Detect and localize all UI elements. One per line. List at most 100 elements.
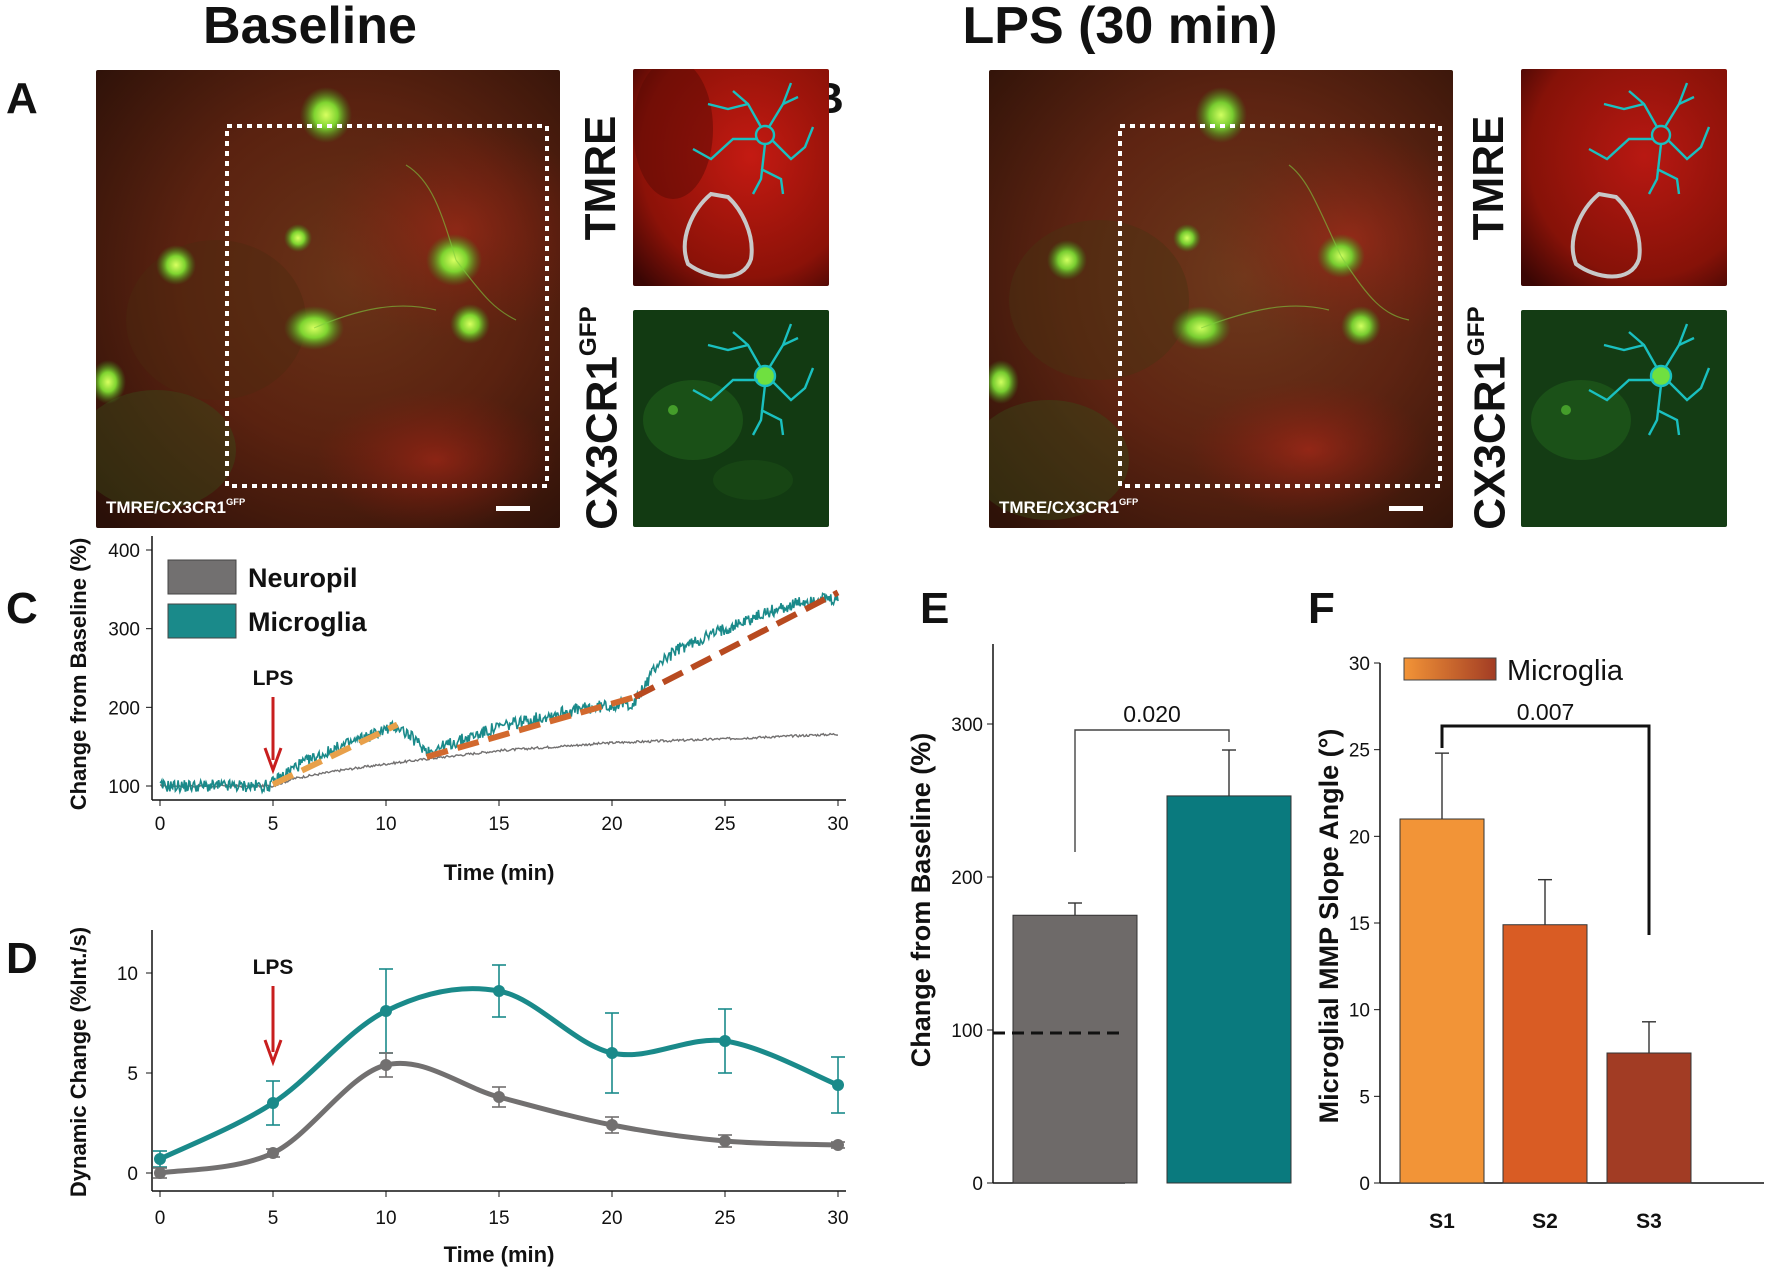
chart-c-xtick-label: 10	[375, 814, 396, 835]
heading-lps: LPS (30 min)	[962, 0, 1278, 55]
chart-d-point-neuropil	[606, 1119, 618, 1131]
panel-label-f: F	[1308, 584, 1335, 633]
inset-tmre-lps	[1521, 69, 1727, 286]
panel-label-a: A	[6, 74, 38, 123]
chart-f-bar-s2	[1502, 924, 1588, 1184]
chart-f-ytick-label: 25	[1349, 741, 1370, 762]
caption-main: TMRE/CX3CR1	[999, 498, 1119, 517]
chart-c-ytick-label: 200	[108, 698, 140, 719]
chart-f-significance-bracket	[1440, 724, 1651, 935]
chart-d-point-microglia	[267, 1097, 279, 1109]
caption-main: TMRE/CX3CR1	[106, 498, 226, 517]
chart-c-lps-arrow-head	[263, 747, 283, 775]
heading-baseline: Baseline	[203, 0, 417, 55]
chart-f-y-label: Microglial MMP Slope Angle (°)	[1314, 729, 1344, 1124]
chart-e-y-label: Change from Baseline (%)	[906, 733, 936, 1068]
chart-c-trend-slope-1	[271, 721, 399, 788]
chart-c-series-microglia	[159, 592, 839, 795]
chart-c-ytick-label: 400	[108, 541, 140, 562]
panel-label-c: C	[6, 584, 38, 633]
chart-f-category-label: S2	[1532, 1210, 1558, 1233]
chart-d-point-neuropil	[832, 1139, 844, 1151]
chart-d-xtick-label: 15	[488, 1208, 509, 1229]
chart-c-legend-label-microglia: Microglia	[248, 607, 368, 637]
chart-f-ytick-label: 5	[1359, 1087, 1370, 1108]
chart-e-bar-neuropil	[1012, 914, 1138, 1184]
chart-c-trend-slope-2	[425, 694, 636, 760]
chart-d-point-microglia	[719, 1035, 731, 1047]
chart-c-xtick-label: 30	[827, 814, 848, 835]
chart-d-lps-label: LPS	[253, 956, 294, 979]
micrograph-lps: TMRE/CX3CR1GFP	[989, 70, 1453, 528]
chart-e-ytick-label: 300	[951, 715, 983, 736]
chart-d-ytick-label: 5	[127, 1064, 138, 1085]
chart-c-xtick-label: 25	[714, 814, 735, 835]
chart-c-legend-swatch-microglia	[167, 603, 237, 639]
chart-c-xtick-label: 15	[488, 814, 509, 835]
chart-f-bar-s1	[1399, 818, 1485, 1184]
chart-d-point-microglia	[154, 1153, 166, 1165]
chart-d-point-microglia	[606, 1047, 618, 1059]
chart-d-point-neuropil	[154, 1167, 166, 1179]
chart-c-lps-label: LPS	[253, 667, 294, 690]
chart-d-point-neuropil	[380, 1059, 392, 1071]
chart-c-xtick-label: 5	[268, 814, 279, 835]
caption-sup: GFP	[225, 497, 246, 508]
chart-d-series-neuropil	[159, 1060, 839, 1176]
chart-c-series-neuropil	[159, 732, 839, 789]
chart-d-xtick-label: 30	[827, 1208, 848, 1229]
micrograph-lps-caption: TMRE/CX3CR1GFP	[999, 497, 1138, 518]
chart-c-ytick-label: 300	[108, 620, 140, 641]
chart-f-category-label: S3	[1636, 1210, 1662, 1233]
micrograph-lps-image	[989, 70, 1453, 528]
caption-sup: GFP	[1118, 497, 1139, 508]
chart-d-ytick-label: 0	[127, 1164, 138, 1185]
chart-e-significance-label: 0.020	[1123, 701, 1181, 727]
chart-f-ytick-label: 20	[1349, 827, 1370, 848]
chart-d-point-microglia	[832, 1079, 844, 1091]
chart-d-point-microglia	[493, 985, 505, 997]
chart-c-legend-label-neuropil: Neuropil	[248, 563, 358, 593]
chart-f-legend-label: Microglia	[1507, 655, 1624, 687]
chart-f-ytick-label: 30	[1349, 654, 1370, 675]
micrograph-baseline-image	[96, 70, 560, 528]
chart-d-point-neuropil	[719, 1135, 731, 1147]
chart-d-ytick-label: 10	[117, 964, 138, 985]
chart-f-bar-s3	[1606, 1052, 1692, 1184]
chart-e-significance-bracket	[1074, 729, 1230, 852]
panel-label-e: E	[920, 584, 950, 633]
chart-c-y-label: Change from Baseline (%)	[66, 538, 91, 811]
chart-d-xtick-label: 5	[268, 1208, 279, 1229]
chart-c-x-label: Time (min)	[444, 860, 555, 885]
chart-d-y-label: Dynamic Change (%Int./s)	[66, 927, 91, 1197]
chart-c-trend-slope-3	[633, 589, 840, 700]
chart-e-ytick-label: 0	[972, 1174, 983, 1195]
chart-d-xtick-label: 0	[155, 1208, 166, 1229]
chart-f-ytick-label: 10	[1349, 1001, 1370, 1022]
chart-f-category-label: S1	[1429, 1210, 1455, 1233]
chart-d-x-label: Time (min)	[444, 1242, 555, 1267]
panel-label-d: D	[6, 934, 38, 983]
chart-c-legend-swatch-neuropil	[167, 559, 237, 595]
chart-c-xtick-label: 20	[601, 814, 622, 835]
chart-d-lps-arrow-head	[263, 1039, 283, 1067]
chart-f-ytick-label: 15	[1349, 914, 1370, 935]
chart-c-xtick-label: 0	[155, 814, 166, 835]
micrograph-baseline: TMRE/CX3CR1GFP	[96, 70, 560, 528]
inset-cx3cr1-lps	[1521, 310, 1727, 527]
chart-d-point-microglia	[380, 1005, 392, 1017]
chart-f-ytick-label: 0	[1359, 1174, 1370, 1195]
chart-e-bar-microglia	[1166, 795, 1292, 1184]
chart-c-ytick-label: 100	[108, 777, 140, 798]
chart-d-xtick-label: 20	[601, 1208, 622, 1229]
chart-d-xtick-label: 25	[714, 1208, 735, 1229]
chart-d-point-neuropil	[267, 1147, 279, 1159]
chart-d-point-neuropil	[493, 1091, 505, 1103]
chart-f-significance-label: 0.007	[1517, 699, 1575, 725]
chart-f-legend-swatch	[1403, 657, 1497, 681]
micrograph-baseline-caption: TMRE/CX3CR1GFP	[106, 497, 245, 518]
inset-cx3cr1-baseline	[633, 310, 829, 527]
chart-d-xtick-label: 10	[375, 1208, 396, 1229]
chart-e-ytick-label: 200	[951, 868, 983, 889]
